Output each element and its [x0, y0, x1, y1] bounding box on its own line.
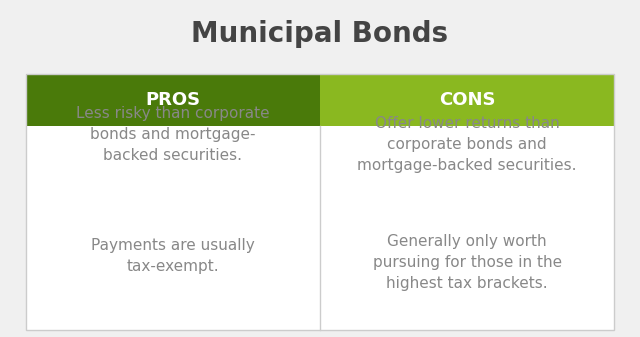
FancyBboxPatch shape: [26, 74, 320, 126]
Text: PROS: PROS: [145, 91, 200, 109]
Text: Generally only worth
pursuing for those in the
highest tax brackets.: Generally only worth pursuing for those …: [372, 234, 562, 292]
Text: Less risky than corporate
bonds and mortgage-
backed securities.: Less risky than corporate bonds and mort…: [76, 106, 269, 163]
Text: Offer lower returns than
corporate bonds and
mortgage-backed securities.: Offer lower returns than corporate bonds…: [358, 116, 577, 174]
Text: Payments are usually
tax-exempt.: Payments are usually tax-exempt.: [91, 238, 255, 274]
Text: Municipal Bonds: Municipal Bonds: [191, 20, 449, 48]
FancyBboxPatch shape: [26, 74, 614, 330]
FancyBboxPatch shape: [320, 74, 614, 126]
Text: CONS: CONS: [439, 91, 495, 109]
